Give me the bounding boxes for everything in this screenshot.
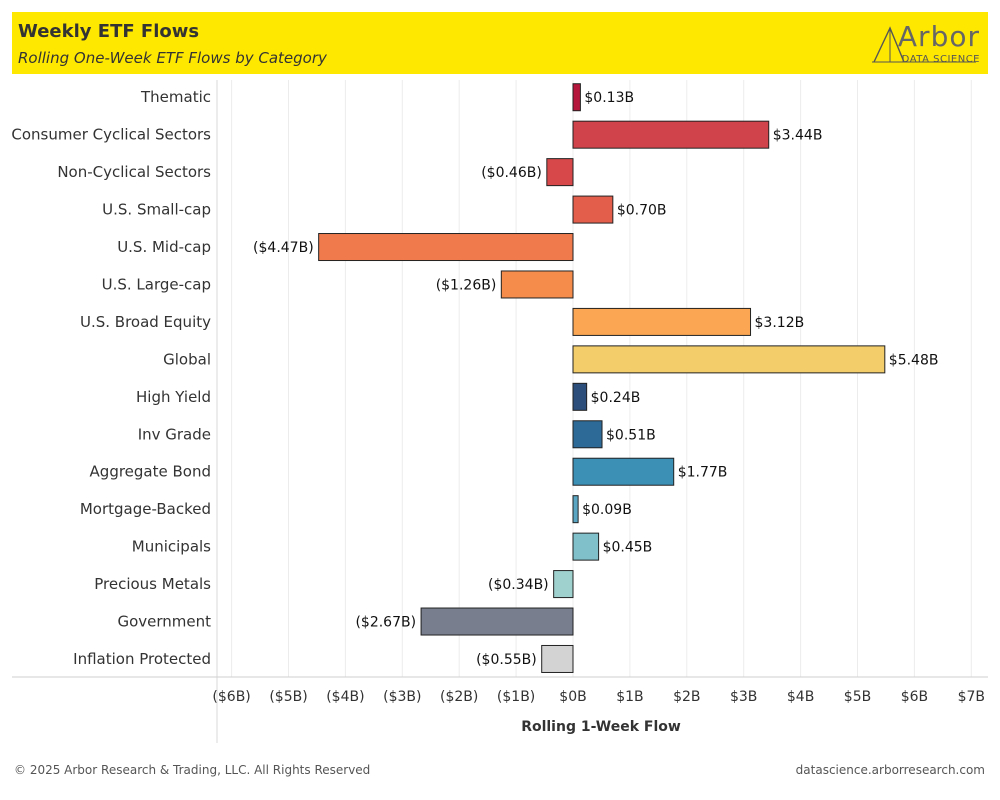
- logo-tree-icon: [872, 26, 976, 63]
- bar-7: [572, 345, 886, 374]
- category-label-1: Consumer Cyclical Sectors: [11, 126, 211, 144]
- value-label-13: ($0.34B): [488, 577, 549, 593]
- category-label-14: Government: [117, 613, 211, 631]
- value-label-1: $3.44B: [773, 128, 823, 144]
- x-tick-label-8: $2B: [673, 689, 700, 705]
- chart-title: Weekly ETF Flows: [18, 21, 200, 42]
- category-label-5: U.S. Large-cap: [102, 275, 211, 293]
- category-label-10: Aggregate Bond: [90, 463, 211, 481]
- bar-8: [572, 382, 588, 411]
- x-tick-label-9: $3B: [730, 689, 757, 705]
- bar-11: [572, 495, 579, 524]
- x-tick-label-11: $5B: [844, 689, 871, 705]
- logo-subtext: DATA SCIENCE: [901, 54, 980, 65]
- category-label-15: Inflation Protected: [73, 650, 211, 668]
- x-tick-label-5: ($1B): [497, 689, 535, 705]
- value-label-3: $0.70B: [617, 203, 667, 219]
- x-tick-label-6: $0B: [559, 689, 586, 705]
- x-tick-label-10: $4B: [787, 689, 814, 705]
- value-label-4: ($4.47B): [253, 240, 314, 256]
- bar-10: [572, 457, 675, 486]
- category-label-4: U.S. Mid-cap: [117, 238, 211, 256]
- bar-15: [541, 644, 574, 673]
- bar-5: [500, 270, 574, 299]
- value-label-2: ($0.46B): [481, 165, 542, 181]
- value-label-10: $1.77B: [678, 465, 728, 481]
- bar-2: [546, 158, 574, 187]
- bar-6: [572, 307, 752, 336]
- bar-14: [420, 607, 574, 636]
- value-label-7: $5.48B: [889, 352, 939, 368]
- category-label-11: Mortgage-Backed: [80, 500, 211, 518]
- bar-13: [553, 570, 574, 599]
- category-label-6: U.S. Broad Equity: [80, 313, 211, 331]
- category-label-8: High Yield: [136, 388, 211, 406]
- footer-copyright: © 2025 Arbor Research & Trading, LLC. Al…: [14, 763, 371, 777]
- category-label-13: Precious Metals: [94, 575, 211, 593]
- category-label-9: Inv Grade: [138, 425, 211, 443]
- value-label-8: $0.24B: [591, 390, 641, 406]
- value-label-15: ($0.55B): [476, 652, 537, 668]
- bar-1: [572, 120, 770, 149]
- header-banner: Weekly ETF Flows Rolling One-Week ETF Fl…: [12, 12, 988, 74]
- footer-url[interactable]: datascience.arborresearch.com: [795, 763, 985, 777]
- x-tick-label-7: $1B: [616, 689, 643, 705]
- category-label-12: Municipals: [132, 538, 211, 556]
- value-label-5: ($1.26B): [436, 277, 497, 293]
- x-tick-label-2: ($4B): [326, 689, 364, 705]
- x-tick-label-0: ($6B): [212, 689, 250, 705]
- value-label-6: $3.12B: [755, 315, 805, 331]
- x-tick-label-4: ($2B): [440, 689, 478, 705]
- value-label-0: $0.13B: [584, 90, 634, 106]
- category-label-3: U.S. Small-cap: [102, 201, 211, 219]
- value-label-14: ($2.67B): [355, 615, 416, 631]
- bar-4: [318, 233, 574, 262]
- bar-3: [572, 195, 614, 224]
- x-tick-label-13: $7B: [958, 689, 985, 705]
- value-label-12: $0.45B: [603, 540, 653, 556]
- category-label-2: Non-Cyclical Sectors: [57, 163, 211, 181]
- category-label-7: Global: [163, 350, 211, 368]
- value-label-9: $0.51B: [606, 427, 656, 443]
- arbor-logo: Arbor DATA SCIENCE: [870, 18, 980, 70]
- bar-0: [572, 83, 581, 112]
- bar-12: [572, 532, 600, 561]
- x-axis-title: Rolling 1-Week Flow: [521, 719, 681, 735]
- x-tick-label-12: $6B: [901, 689, 928, 705]
- chart-subtitle: Rolling One-Week ETF Flows by Category: [18, 49, 327, 67]
- x-tick-label-3: ($3B): [383, 689, 421, 705]
- logo-wordmark: Arbor: [897, 20, 980, 53]
- bar-9: [572, 420, 603, 449]
- value-label-11: $0.09B: [582, 502, 632, 518]
- bar-chart: ($6B) ($5B) ($4B) ($3B) ($2B) ($1B) $0B $1B $2B $…: [11, 80, 988, 743]
- x-tick-label-1: ($5B): [269, 689, 307, 705]
- category-label-0: Thematic: [140, 88, 211, 106]
